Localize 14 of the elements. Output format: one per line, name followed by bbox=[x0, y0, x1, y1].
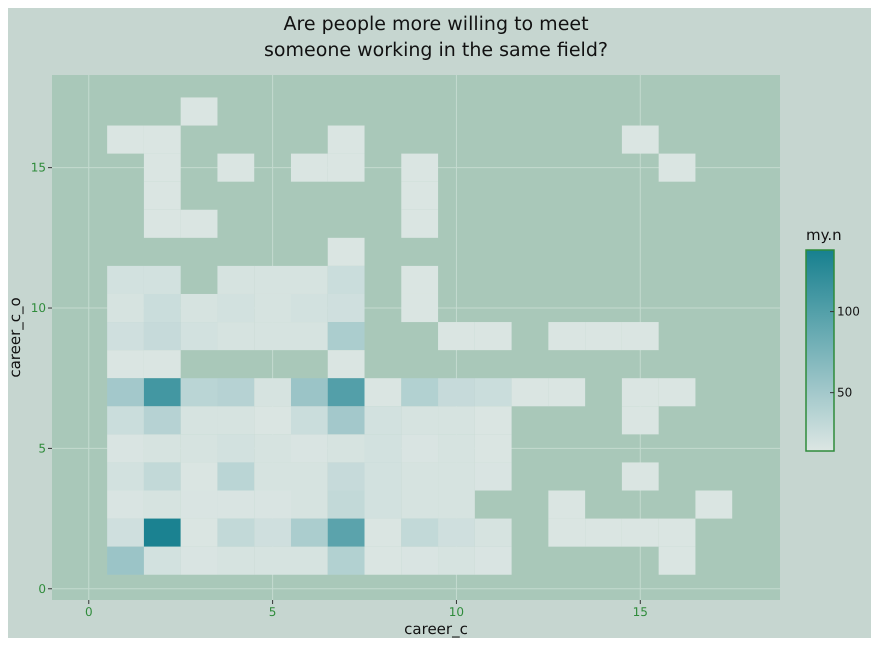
y-tick-label: 10 bbox=[30, 301, 46, 316]
x-tick-label: 5 bbox=[268, 605, 276, 619]
color-bar-label: 100 bbox=[837, 304, 860, 319]
color-bar-label: 50 bbox=[837, 386, 852, 400]
y-tick-label: 0 bbox=[38, 582, 46, 596]
color-bar-title: my.n bbox=[806, 226, 842, 244]
x-axis-title: career_c bbox=[404, 620, 468, 638]
chart-title: Are people more willing to meet someone working in the same field? bbox=[264, 13, 608, 61]
x-tick-label: 0 bbox=[84, 605, 93, 619]
y-axis-title: career_c_o bbox=[6, 297, 24, 378]
x-tick-label: 15 bbox=[632, 605, 648, 619]
y-tick-label: 5 bbox=[38, 441, 46, 456]
y-tick-label: 15 bbox=[30, 160, 46, 175]
x-tick-label: 10 bbox=[448, 605, 464, 619]
